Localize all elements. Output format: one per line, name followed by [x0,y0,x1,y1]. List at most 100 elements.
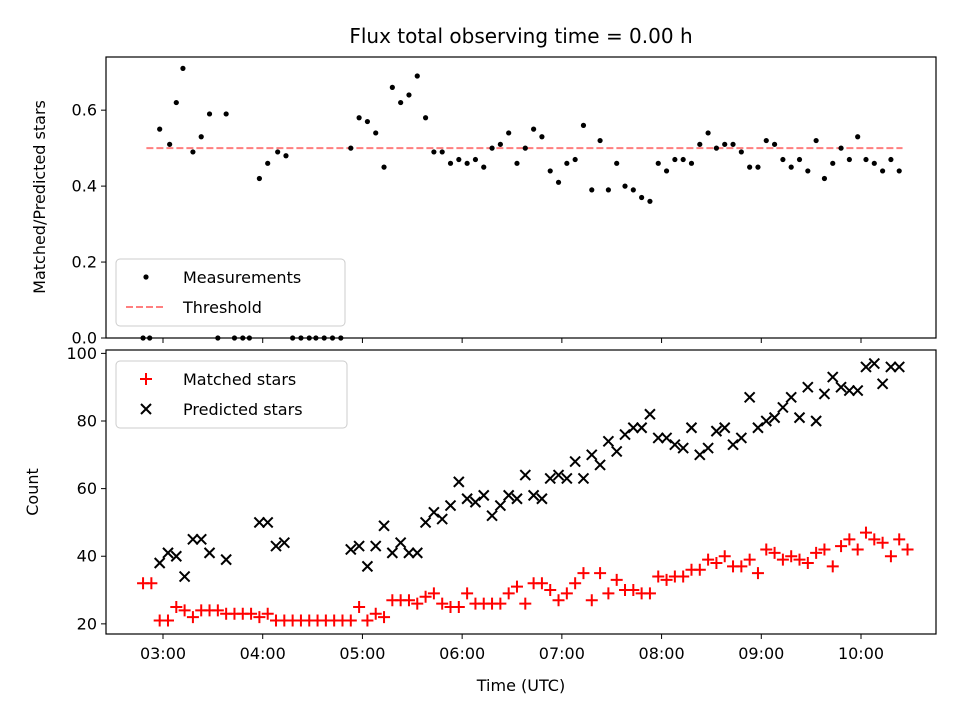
measurements-point [796,156,803,163]
predicted-stars-point [178,570,191,583]
matched-stars-point [859,526,872,539]
predicted-stars-point [569,455,581,468]
matched-stars-point [344,614,357,627]
measurements-point [348,145,354,151]
matched-stars-point [818,543,831,556]
predicted-stars-point [586,449,598,461]
predicted-stars-point [527,489,540,502]
matched-stars-point [768,546,781,559]
predicted-stars-point [694,449,706,461]
predicted-stars-point [835,381,847,393]
count-y-tick-label: 20 [77,614,97,633]
measurements-point [489,145,495,151]
measurements-point [422,115,429,121]
matched-stars-point [161,614,174,627]
matched-stars-point [751,567,764,580]
matched-stars-point [419,590,432,603]
count-panel: 20 40 60 80 100 03:00 04:00 05:00 06:00 07:00 08:… [23,344,937,695]
measurements-point [167,141,173,147]
count-y-ticks: 20 40 60 80 100 [66,344,106,633]
measurements-point [846,156,852,163]
matched-stars-point [610,573,623,586]
measurements-point [283,153,289,159]
predicted-stars-point [868,357,881,370]
predicted-stars-point [353,540,365,552]
predicted-stars-point [893,361,905,373]
x-axis-label: Time (UTC) [476,676,565,695]
ratio-axes-frame [105,56,937,339]
predicted-stars-point [187,533,199,546]
measurements-point [173,99,179,106]
matched-stars-point [544,584,557,597]
predicted-stars-point [486,509,498,522]
x-tick-label: 03:00 [140,644,186,663]
predicted-stars-point [253,516,266,529]
count-legend-box [115,360,348,429]
predicted-stars-point [851,384,864,397]
measurements-point [896,168,902,174]
measurements-point [256,175,262,182]
matched-stars-point [884,550,897,563]
predicted-stars-point [453,476,465,488]
measurements-point [580,122,587,128]
legend-measurements-marker [143,274,149,280]
predicted-stars-point [702,442,714,454]
predicted-stars-point [170,550,183,562]
measurements-point [763,137,769,144]
predicted-stars-point [802,381,814,393]
matched-stars-point [843,533,856,546]
measurements-point [747,164,753,170]
predicted-stars-point [561,472,573,485]
matched-stars-point [627,584,640,597]
measurements-point [605,187,611,193]
predicted-stars-point [827,371,839,383]
predicted-stars-point [195,533,207,546]
measurements-point [406,92,412,98]
matched-stars-point [693,563,706,576]
matched-stars-point [901,543,914,556]
legend-matched-marker [140,373,152,385]
measurements-point [663,168,670,174]
measurements-point [531,126,537,132]
predicted-stars-point [719,422,731,434]
matched-stars-point [835,540,848,553]
measurements-point [622,183,628,189]
measurements-point [738,149,744,155]
ratio-y-tick-label: 0.6 [72,101,97,120]
matched-stars-point [710,557,723,569]
measurements-point [364,118,371,125]
matched-stars-point [361,614,374,627]
matched-stars-point [378,611,391,624]
count-y-axis-label: Count [23,468,42,516]
measurements-point [157,126,163,132]
x-tick-label: 07:00 [539,644,585,663]
predicted-stars-point [785,391,797,404]
measurements-point [863,156,869,163]
matched-stars-point [145,577,158,590]
measurements-point [730,141,736,147]
matched-stars-point [660,573,673,586]
matched-stars-point [760,543,773,556]
predicted-stars-point [577,472,590,485]
predicted-stars-point [644,408,656,420]
matched-stars-point [552,594,565,607]
predicted-stars-point [378,520,390,532]
measurements-point [780,156,786,163]
matched-stars-point [868,533,881,546]
matched-stars-point [677,570,690,583]
x-tick-label: 09:00 [738,644,784,663]
predicted-stars-point [876,378,889,390]
measurements-point [655,160,661,166]
measurements-point [180,65,186,71]
predicted-stars-point [544,472,556,485]
predicted-stars-point [552,469,565,481]
matched-stars-point [801,557,814,569]
predicted-stars-point [419,516,432,529]
matched-stars-point [510,580,523,593]
measurements-point [722,141,728,147]
count-y-tick-label: 40 [77,547,97,566]
measurements-point [497,141,503,147]
legend-matched-label: Matched stars [183,370,296,389]
measurements-point [614,160,620,166]
predicted-stars-point [270,540,282,552]
